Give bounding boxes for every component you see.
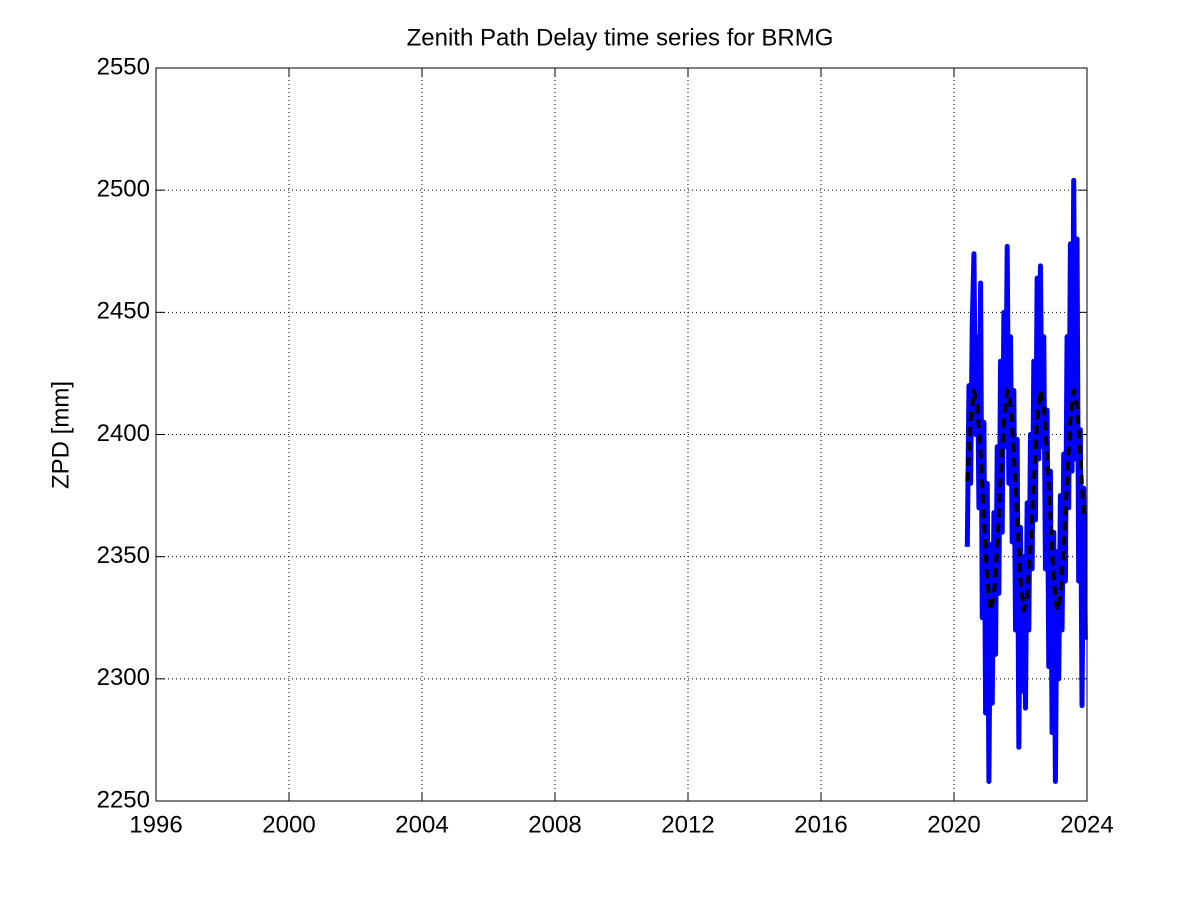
x-tick-label: 2004 xyxy=(395,811,448,838)
y-tick-label: 2350 xyxy=(97,542,150,569)
y-tick-label: 2500 xyxy=(97,176,150,203)
y-tick-label: 2450 xyxy=(97,298,150,325)
series-line xyxy=(965,388,1086,613)
x-tick-label: 2008 xyxy=(528,811,581,838)
y-tick-label: 2550 xyxy=(97,53,150,80)
chart-title: Zenith Path Delay time series for BRMG xyxy=(407,24,834,51)
plot-area xyxy=(156,68,1087,801)
y-tick-label: 2400 xyxy=(97,420,150,447)
x-tick-label: 1996 xyxy=(129,811,182,838)
x-tick-label: 2000 xyxy=(262,811,315,838)
y-tick-label: 2300 xyxy=(97,664,150,691)
y-axis-label: ZPD [mm] xyxy=(47,381,74,489)
x-tick-label: 2024 xyxy=(1060,811,1113,838)
x-tick-label: 2016 xyxy=(794,811,847,838)
x-tick-label: 2020 xyxy=(927,811,980,838)
x-tick-label: 2012 xyxy=(661,811,714,838)
axes-box xyxy=(155,67,1088,802)
y-tick-label: 2250 xyxy=(97,786,150,813)
